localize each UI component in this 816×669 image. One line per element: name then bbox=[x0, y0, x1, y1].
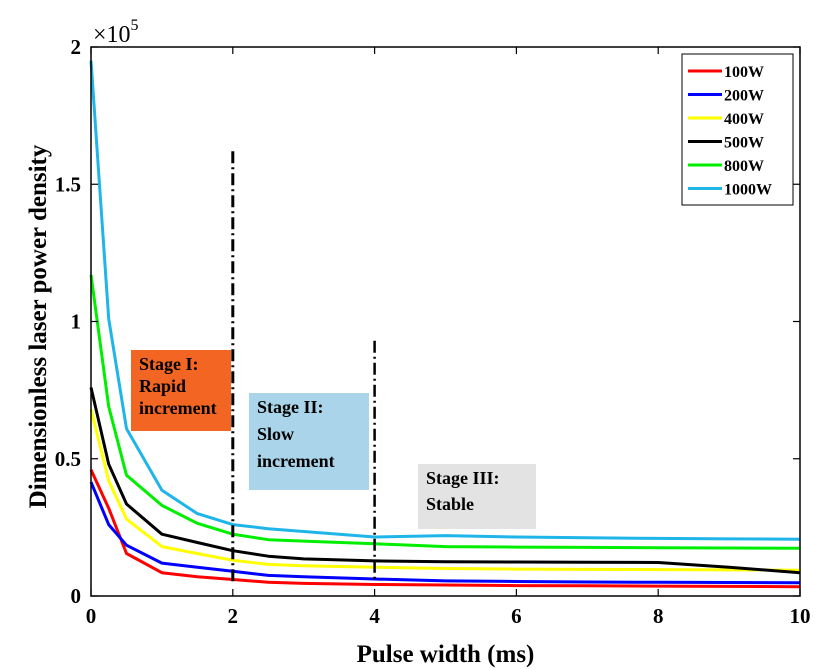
series-line-100W bbox=[89, 469, 801, 589]
y-tick-label: 2 bbox=[71, 35, 82, 59]
x-tick-label: 0 bbox=[86, 604, 97, 628]
x-axis-title: Pulse width (ms) bbox=[357, 641, 535, 668]
x-tick-label: 4 bbox=[369, 604, 380, 628]
stage-annotation-text: Stage III: bbox=[426, 468, 500, 488]
stage-annotation: Stage III: Stable bbox=[418, 464, 536, 529]
x-tick-label: 6 bbox=[511, 604, 522, 628]
y-tick-label: 0 bbox=[71, 584, 82, 608]
chart-lines-layer bbox=[89, 60, 801, 589]
stage-annotation: Stage II: Slow increment bbox=[249, 393, 369, 490]
series-line-800W bbox=[89, 274, 801, 550]
y-exponent-base: ×10 bbox=[93, 22, 131, 48]
stage-annotation-text: Stable bbox=[426, 494, 474, 514]
stage-annotation-box bbox=[418, 464, 536, 529]
legend-entry-label: 1000W bbox=[724, 182, 772, 199]
stage-annotation-text: increment bbox=[139, 398, 217, 418]
y-tick-label: 1.5 bbox=[55, 172, 81, 196]
series-line-1000W bbox=[89, 60, 801, 541]
y-tick-label: 0.5 bbox=[55, 447, 81, 471]
legend-entry-label: 100W bbox=[724, 64, 764, 81]
axis-ticks: 0 2 4 6 8 10 0 0.5 1 1.5 2 bbox=[55, 35, 811, 628]
x-tick-label: 10 bbox=[790, 604, 811, 628]
series-line-500W bbox=[89, 387, 801, 575]
legend-entry-label: 800W bbox=[724, 158, 764, 175]
series-line-200W bbox=[89, 481, 801, 585]
stage-annotation-text: Stage II: bbox=[257, 397, 324, 417]
x-tick-label: 8 bbox=[653, 604, 664, 628]
legend-entry-label: 400W bbox=[724, 111, 764, 128]
y-axis-title: Dimensionless laser power density bbox=[25, 144, 52, 508]
x-tick-label: 2 bbox=[228, 604, 239, 628]
stage-annotation-text: Stage I: bbox=[139, 354, 199, 374]
y-exponent-label: ×105 bbox=[93, 17, 139, 48]
legend: 100W 200W 400W 500W 800W 1000W bbox=[681, 53, 794, 206]
legend-box bbox=[681, 53, 794, 206]
series-line-400W bbox=[89, 408, 801, 572]
stage-annotation-box bbox=[249, 393, 369, 490]
stage-annotation-text: Rapid bbox=[139, 376, 186, 396]
stage-annotation-text: increment bbox=[257, 451, 335, 471]
legend-entry-label: 200W bbox=[724, 88, 764, 105]
legend-entry-label: 500W bbox=[724, 135, 764, 152]
stage-annotation-box bbox=[131, 350, 231, 431]
y-exponent-power: 5 bbox=[131, 17, 139, 34]
stage-annotation-text: Slow bbox=[257, 424, 294, 444]
y-tick-label: 1 bbox=[71, 310, 82, 334]
